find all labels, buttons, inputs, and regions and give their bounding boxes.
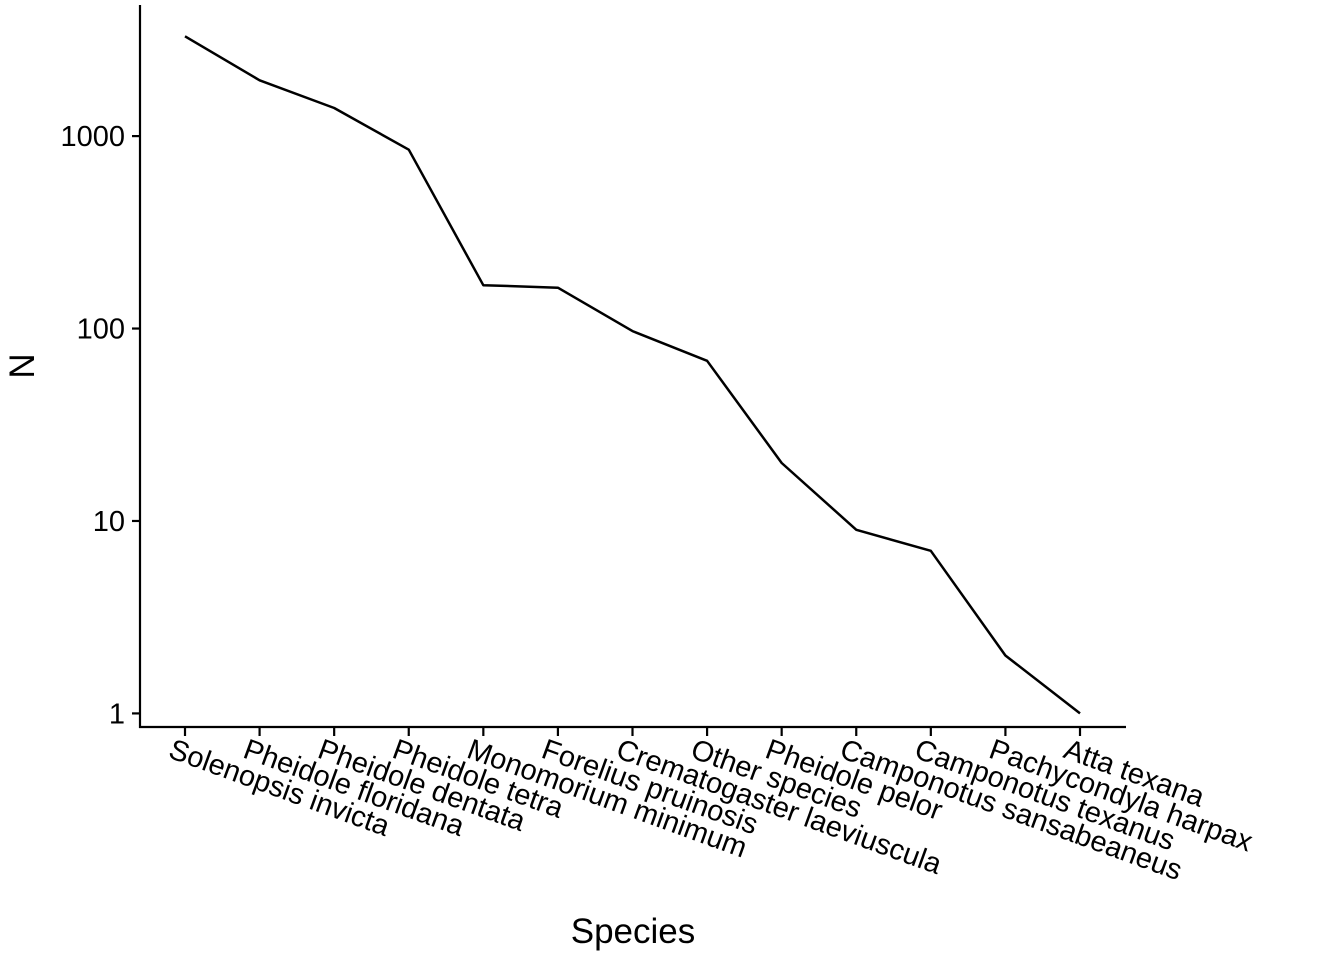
y-tick-label: 1	[109, 698, 125, 730]
y-axis-title: N	[3, 353, 42, 378]
y-tick-label: 1000	[60, 121, 125, 153]
y-tick-label: 10	[93, 506, 125, 538]
plot-area	[184, 35, 1081, 715]
y-tick-label: 100	[77, 314, 125, 346]
x-axis-title: Species	[571, 912, 696, 951]
y-axis-ticks: 1 10 100 1000	[60, 121, 140, 730]
series-line	[184, 35, 1081, 715]
